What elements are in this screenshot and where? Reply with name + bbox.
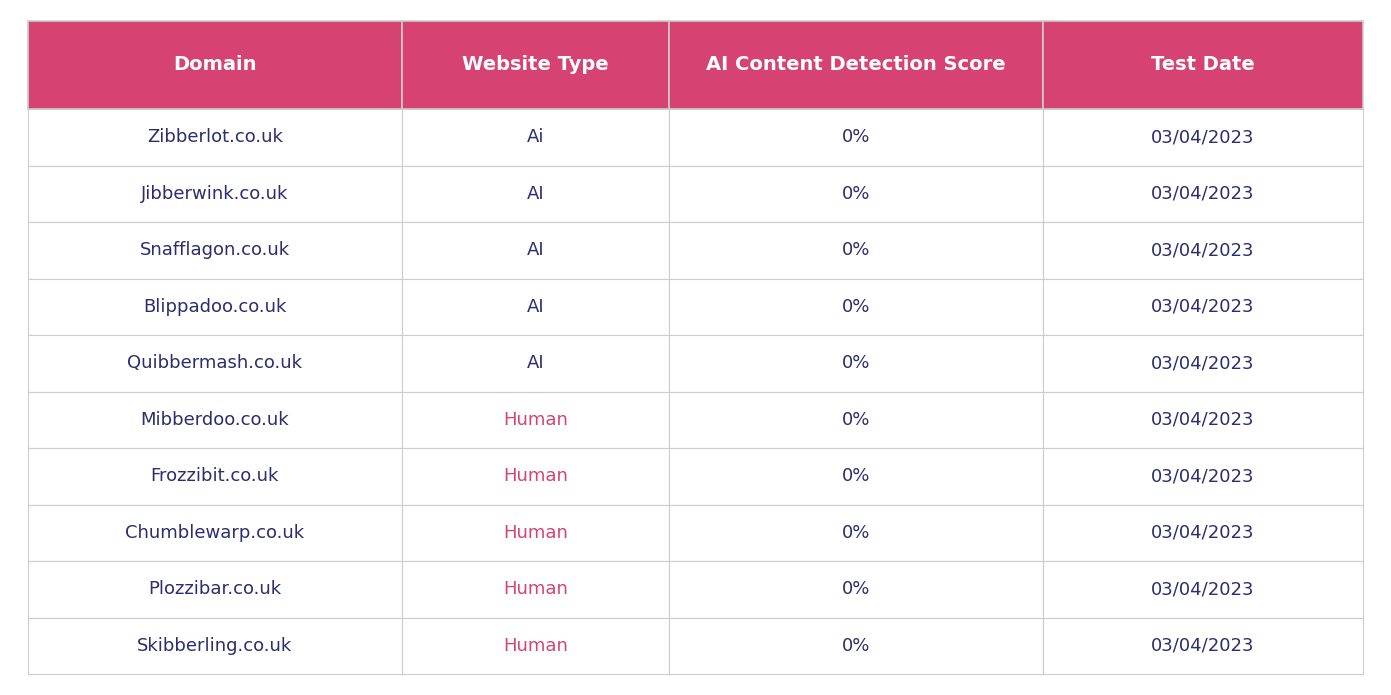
Text: 03/04/2023: 03/04/2023 (1152, 411, 1255, 429)
Text: Human: Human (502, 467, 568, 485)
Bar (28, 561, 402, 618)
Text: 0%: 0% (842, 467, 869, 485)
Text: 0%: 0% (842, 411, 869, 429)
Bar (402, 165, 669, 222)
Bar (28, 391, 402, 448)
Bar (1043, 109, 1363, 165)
Text: 0%: 0% (842, 129, 869, 147)
Bar (402, 391, 669, 448)
Bar (402, 335, 669, 391)
Text: Human: Human (502, 637, 568, 655)
Text: Skibberling.co.uk: Skibberling.co.uk (138, 637, 292, 655)
Text: AI: AI (526, 298, 544, 316)
Text: Mibberdoo.co.uk: Mibberdoo.co.uk (140, 411, 289, 429)
Bar (28, 165, 402, 222)
Text: AI: AI (526, 354, 544, 373)
Bar (28, 109, 402, 165)
Text: Human: Human (502, 411, 568, 429)
Text: Plozzibar.co.uk: Plozzibar.co.uk (149, 580, 281, 598)
Text: 0%: 0% (842, 580, 869, 598)
Text: 03/04/2023: 03/04/2023 (1152, 580, 1255, 598)
Bar (1043, 618, 1363, 674)
Text: Test Date: Test Date (1152, 56, 1255, 74)
Bar (28, 618, 402, 674)
Bar (28, 21, 402, 109)
Text: 0%: 0% (842, 354, 869, 373)
Text: 03/04/2023: 03/04/2023 (1152, 129, 1255, 147)
Text: 03/04/2023: 03/04/2023 (1152, 298, 1255, 316)
Bar (1043, 335, 1363, 391)
Text: 03/04/2023: 03/04/2023 (1152, 241, 1255, 259)
Bar (1043, 279, 1363, 335)
Bar (669, 448, 1043, 505)
Text: Human: Human (502, 524, 568, 542)
Text: Human: Human (502, 580, 568, 598)
Text: Blippadoo.co.uk: Blippadoo.co.uk (143, 298, 287, 316)
Text: Zibberlot.co.uk: Zibberlot.co.uk (147, 129, 282, 147)
Bar (402, 222, 669, 279)
Text: 0%: 0% (842, 241, 869, 259)
Text: Snafflagon.co.uk: Snafflagon.co.uk (139, 241, 289, 259)
Bar (28, 222, 402, 279)
Text: 0%: 0% (842, 524, 869, 542)
Bar (1043, 21, 1363, 109)
Text: 0%: 0% (842, 298, 869, 316)
Bar (402, 505, 669, 561)
Text: Quibbermash.co.uk: Quibbermash.co.uk (127, 354, 302, 373)
Text: Chumblewarp.co.uk: Chumblewarp.co.uk (125, 524, 305, 542)
Bar (1043, 222, 1363, 279)
Text: Domain: Domain (172, 56, 256, 74)
Bar (402, 279, 669, 335)
Bar (669, 618, 1043, 674)
Text: AI: AI (526, 241, 544, 259)
Text: AI Content Detection Score: AI Content Detection Score (705, 56, 1006, 74)
Bar (1043, 561, 1363, 618)
Text: AI: AI (526, 185, 544, 203)
Bar (669, 335, 1043, 391)
Text: 03/04/2023: 03/04/2023 (1152, 354, 1255, 373)
Text: 03/04/2023: 03/04/2023 (1152, 185, 1255, 203)
Bar (28, 335, 402, 391)
Bar (669, 165, 1043, 222)
Bar (28, 448, 402, 505)
Text: 03/04/2023: 03/04/2023 (1152, 467, 1255, 485)
Bar (402, 618, 669, 674)
Bar (669, 561, 1043, 618)
Text: Ai: Ai (527, 129, 544, 147)
Bar (669, 21, 1043, 109)
Bar (402, 21, 669, 109)
Bar (1043, 505, 1363, 561)
Bar (669, 279, 1043, 335)
Bar (28, 505, 402, 561)
Bar (402, 448, 669, 505)
Bar (669, 222, 1043, 279)
Text: 0%: 0% (842, 185, 869, 203)
Text: 03/04/2023: 03/04/2023 (1152, 524, 1255, 542)
Text: 03/04/2023: 03/04/2023 (1152, 637, 1255, 655)
Bar (28, 279, 402, 335)
Bar (402, 561, 669, 618)
Bar (669, 391, 1043, 448)
Bar (402, 109, 669, 165)
Bar (1043, 391, 1363, 448)
Text: Website Type: Website Type (462, 56, 609, 74)
Text: Jibberwink.co.uk: Jibberwink.co.uk (140, 185, 288, 203)
Bar (669, 109, 1043, 165)
Bar (1043, 448, 1363, 505)
Bar (1043, 165, 1363, 222)
Text: Frozzibit.co.uk: Frozzibit.co.uk (150, 467, 280, 485)
Text: 0%: 0% (842, 637, 869, 655)
Bar (669, 505, 1043, 561)
